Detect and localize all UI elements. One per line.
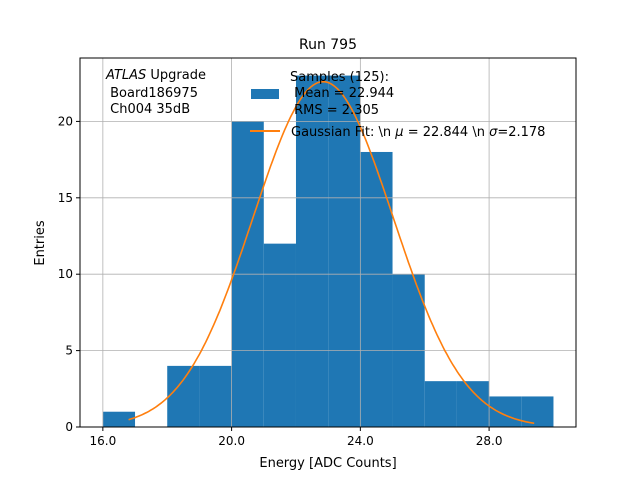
legend-hist-label-2: Mean = 22.944 — [290, 86, 394, 101]
histogram-bar — [263, 243, 296, 427]
x-tick-label: 16.0 — [89, 434, 116, 448]
legend-hist-swatch — [251, 89, 279, 99]
histogram-bar — [456, 381, 490, 427]
histogram-bar — [328, 75, 361, 428]
legend-hist-label-1: Samples (125): — [290, 70, 389, 85]
annotation-line1: Upgrade — [146, 68, 206, 83]
y-tick-label: 5 — [65, 344, 73, 358]
atlas-label: ATLAS — [105, 68, 146, 83]
y-axis-label: Entries — [33, 220, 48, 266]
x-tick-label: 20.0 — [218, 434, 245, 448]
x-tick-label: 28.0 — [476, 434, 503, 448]
annotation-channel: Ch004 35dB — [106, 102, 190, 117]
atlas-annotation: ATLAS Upgrade Board186975 Ch004 35dB — [105, 68, 206, 117]
histogram-bar — [424, 381, 457, 427]
annotation-board: Board186975 — [106, 86, 198, 101]
axes-frame — [79, 57, 577, 428]
histogram-bar — [102, 411, 136, 427]
legend-fit-label: Gaussian Fit: \n μ = 22.844 \n σ=2.178 — [291, 125, 545, 140]
svg-text:ATLAS Upgrade: ATLAS Upgrade — [105, 68, 206, 83]
ticks-layer: 16.0 20.0 24.0 28.0 0 5 10 15 20 — [58, 114, 503, 448]
histogram-bar — [295, 75, 329, 428]
chart-title: Run 795 — [299, 37, 357, 53]
legend-hist-label-3: RMS = 2.305 — [290, 103, 379, 118]
histogram-bar — [199, 365, 232, 427]
legend: Samples (125): Mean = 22.944 RMS = 2.305… — [250, 70, 545, 140]
y-tick-label: 0 — [65, 420, 73, 434]
y-tick-label: 10 — [58, 267, 73, 281]
y-tick-label: 20 — [58, 114, 73, 128]
x-axis-label: Energy [ADC Counts] — [259, 456, 396, 471]
gaussian-fit-line — [128, 80, 535, 425]
grid-layer — [80, 58, 576, 428]
histogram-bar — [489, 396, 522, 427]
histogram-bar — [360, 151, 393, 428]
y-tick-label: 15 — [58, 191, 73, 205]
x-tick-label: 24.0 — [347, 434, 374, 448]
fit-layer — [128, 80, 535, 425]
histogram-bar — [167, 365, 200, 427]
